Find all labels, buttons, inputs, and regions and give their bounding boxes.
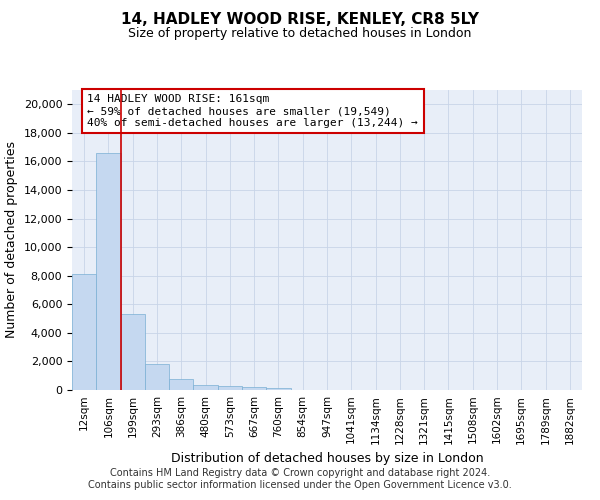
Bar [193, 385, 218, 390]
X-axis label: Distribution of detached houses by size in London: Distribution of detached houses by size … [170, 452, 484, 465]
Text: Contains public sector information licensed under the Open Government Licence v3: Contains public sector information licen… [88, 480, 512, 490]
Bar [145, 364, 169, 390]
Bar [169, 380, 193, 390]
Bar [218, 386, 242, 390]
Bar [266, 388, 290, 390]
Text: 14, HADLEY WOOD RISE, KENLEY, CR8 5LY: 14, HADLEY WOOD RISE, KENLEY, CR8 5LY [121, 12, 479, 28]
Text: Size of property relative to detached houses in London: Size of property relative to detached ho… [128, 28, 472, 40]
Y-axis label: Number of detached properties: Number of detached properties [5, 142, 18, 338]
Bar [242, 387, 266, 390]
Bar [121, 314, 145, 390]
Bar [72, 274, 96, 390]
Bar [96, 153, 121, 390]
Text: 14 HADLEY WOOD RISE: 161sqm
← 59% of detached houses are smaller (19,549)
40% of: 14 HADLEY WOOD RISE: 161sqm ← 59% of det… [88, 94, 418, 128]
Text: Contains HM Land Registry data © Crown copyright and database right 2024.: Contains HM Land Registry data © Crown c… [110, 468, 490, 477]
